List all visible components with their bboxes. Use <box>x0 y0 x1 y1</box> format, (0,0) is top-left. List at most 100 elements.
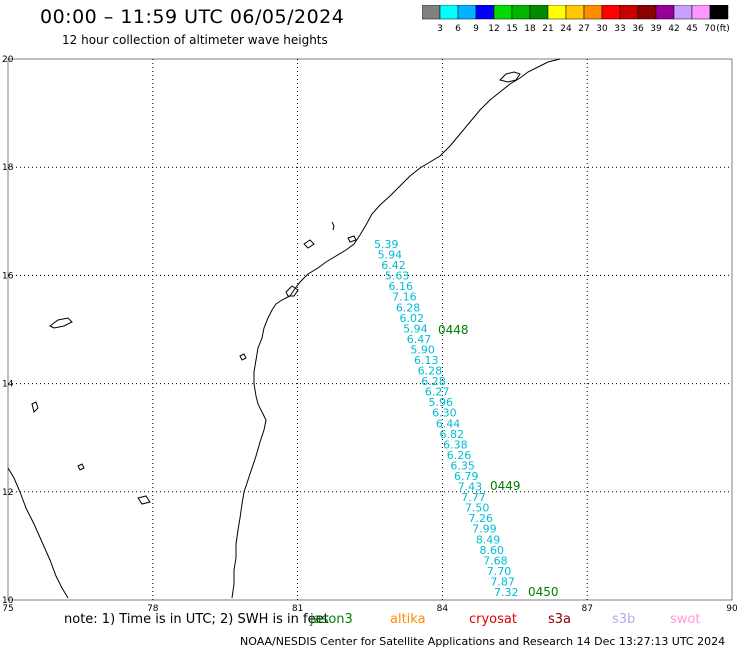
swh-value: 7.68 <box>483 554 508 567</box>
swh-value: 8.49 <box>476 533 501 546</box>
color-swatch <box>511 5 531 20</box>
latitude-label: 12 <box>2 488 13 498</box>
color-scale-label: 24 <box>560 24 572 34</box>
color-scale-label: 36 <box>632 24 644 34</box>
swh-value: 8.60 <box>479 544 504 557</box>
swh-value: 6.28 <box>421 375 446 388</box>
page-title: 00:00 – 11:59 UTC 06/05/2024 <box>40 6 345 28</box>
color-swatch <box>619 5 639 20</box>
swh-value: 6.82 <box>439 428 464 441</box>
latitude-label: 20 <box>2 55 14 65</box>
color-scale-label: 45 <box>686 24 697 34</box>
credit-line: NOAA/NESDIS Center for Satellite Applica… <box>240 635 726 648</box>
swh-value: 7.43 <box>458 481 483 494</box>
axis-labels: 75 78 81 84 87 90 20 18 16 14 12 10 <box>2 55 738 614</box>
color-scale-label: 6 <box>455 24 461 34</box>
swh-value: 7.77 <box>461 491 486 504</box>
longitude-label: 87 <box>581 604 592 614</box>
color-scale-label: 70 <box>704 24 716 34</box>
latitude-label: 18 <box>2 163 14 173</box>
swh-value: 7.99 <box>472 523 497 536</box>
swh-value: 6.28 <box>418 365 443 378</box>
legend-s3a: s3a <box>548 612 572 627</box>
swh-value: 6.42 <box>381 259 406 272</box>
swh-value: 7.50 <box>465 502 490 515</box>
swh-value: 5.39 <box>374 238 399 251</box>
color-scale-bar: 3 6 9 12 15 18 21 24 27 30 33 36 39 42 45 70 (ft) <box>422 5 730 34</box>
swh-value: 7.16 <box>392 291 417 304</box>
pass-time-label: 0450 <box>528 585 559 599</box>
color-scale-label: 12 <box>488 24 499 34</box>
legend-altika: altika <box>390 612 426 627</box>
swh-value: 6.44 <box>436 417 461 430</box>
pass-time-label: 0449 <box>490 479 521 493</box>
color-scale-label: 30 <box>596 24 608 34</box>
swh-value: 6.16 <box>389 280 414 293</box>
swh-value: 7.32 <box>494 586 519 599</box>
color-scale-label: 27 <box>578 24 589 34</box>
swh-value: 6.38 <box>443 438 468 451</box>
page-subtitle: 12 hour collection of altimeter wave hei… <box>62 33 328 47</box>
color-swatch <box>583 5 603 20</box>
legend-swot: swot <box>670 612 701 627</box>
legend-s3b: s3b <box>612 612 636 627</box>
color-scale-label: 15 <box>506 24 517 34</box>
color-scale-label: 3 <box>437 24 443 34</box>
swh-value: 6.79 <box>454 470 479 483</box>
longitude-label: 81 <box>292 604 303 614</box>
legend-cryosat: cryosat <box>469 612 517 627</box>
coastline <box>7 58 561 599</box>
swh-value: 7.26 <box>469 512 494 525</box>
color-scale-label: 33 <box>614 24 625 34</box>
altimeter-time-labels: 0448 0449 0450 <box>438 323 559 599</box>
swh-value: 5.63 <box>385 270 410 283</box>
color-swatch <box>709 5 729 20</box>
color-swatch <box>422 5 441 20</box>
swh-value: 7.87 <box>490 575 515 588</box>
swh-value: 6.02 <box>399 312 424 325</box>
swh-value: 6.28 <box>396 301 421 314</box>
swh-value: 5.90 <box>410 343 435 356</box>
color-scale-label: 42 <box>668 24 679 34</box>
swh-value: 6.27 <box>425 386 450 399</box>
swh-value: 5.94 <box>378 249 403 262</box>
latitude-label: 16 <box>2 271 14 281</box>
swh-value: 6.47 <box>407 333 432 346</box>
pass-time-label: 0448 <box>438 323 469 337</box>
color-scale-label: 21 <box>542 24 553 34</box>
swh-value: 6.26 <box>447 449 472 462</box>
color-swatch <box>439 5 459 20</box>
longitude-label: 90 <box>726 604 738 614</box>
map-frame <box>7 58 733 601</box>
color-swatch <box>691 5 711 20</box>
latitude-label: 10 <box>2 596 14 606</box>
satellite-legend: jason3 altika cryosat s3a s3b swot <box>0 612 740 630</box>
color-scale-unit: (ft) <box>716 24 730 34</box>
map-grid <box>7 58 733 601</box>
swh-value: 5.94 <box>403 322 428 335</box>
latitude-label: 14 <box>2 380 14 390</box>
longitude-label: 78 <box>147 604 159 614</box>
longitude-label: 75 <box>2 604 13 614</box>
swh-value: 5.96 <box>429 396 454 409</box>
swh-value: 7.70 <box>487 565 512 578</box>
color-swatch <box>601 5 621 20</box>
altimeter-track-values: 5.395.946.425.636.167.166.286.025.946.47… <box>374 238 519 599</box>
color-swatch <box>475 5 495 20</box>
color-scale-label: 18 <box>524 24 536 34</box>
color-swatch <box>457 5 477 20</box>
color-swatch <box>637 5 657 20</box>
color-swatch <box>565 5 585 20</box>
color-swatch <box>547 5 567 20</box>
color-swatch <box>493 5 513 20</box>
color-swatch <box>655 5 675 20</box>
color-scale-label: 39 <box>650 24 662 34</box>
color-swatch <box>529 5 549 20</box>
footer-note: note: 1) Time is in UTC; 2) SWH is in fe… <box>64 612 329 627</box>
swh-value: 6.35 <box>450 459 475 472</box>
swh-value: 6.13 <box>414 354 439 367</box>
legend-jason3: jason3 <box>310 612 353 627</box>
longitude-label: 84 <box>437 604 449 614</box>
color-swatch <box>673 5 693 20</box>
